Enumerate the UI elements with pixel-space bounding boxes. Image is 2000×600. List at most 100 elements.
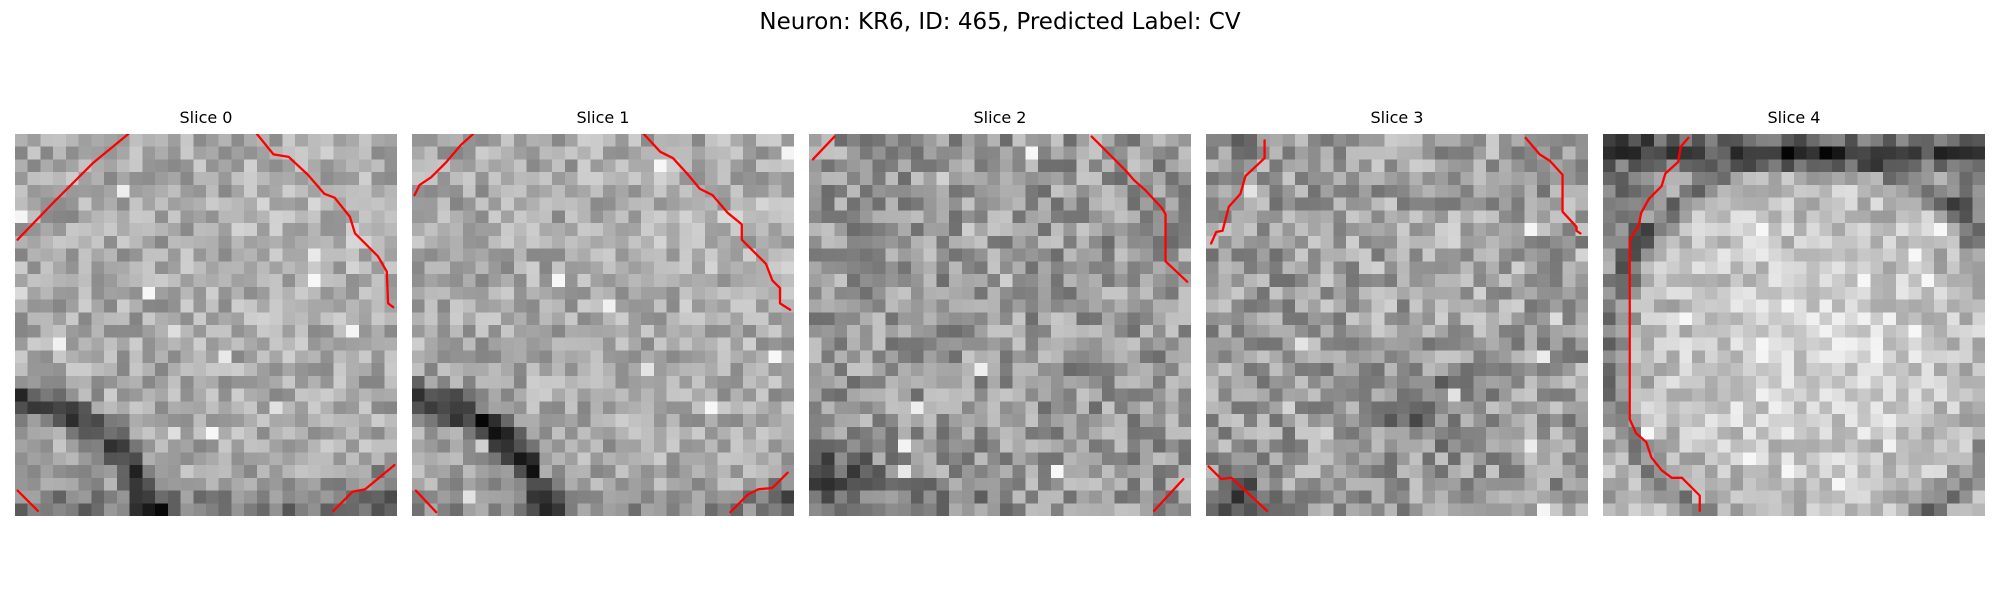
image-pixel bbox=[730, 325, 744, 338]
image-pixel bbox=[1946, 350, 1960, 364]
image-pixel bbox=[1549, 184, 1563, 198]
image-pixel bbox=[333, 274, 347, 288]
image-pixel bbox=[781, 261, 794, 275]
image-pixel bbox=[564, 414, 578, 428]
image-pixel bbox=[910, 337, 924, 351]
image-pixel bbox=[475, 465, 489, 479]
image-pixel bbox=[730, 439, 744, 453]
image-pixel bbox=[1549, 503, 1563, 516]
image-pixel bbox=[437, 172, 451, 186]
image-pixel bbox=[412, 503, 425, 516]
image-pixel bbox=[1679, 248, 1693, 262]
image-pixel bbox=[949, 325, 963, 338]
image-pixel bbox=[1717, 363, 1731, 377]
image-pixel bbox=[1883, 172, 1897, 186]
image-pixel bbox=[987, 210, 1001, 224]
image-pixel bbox=[1384, 426, 1398, 440]
image-pixel bbox=[1333, 465, 1347, 479]
image-pixel bbox=[526, 248, 540, 262]
image-pixel bbox=[628, 248, 642, 262]
image-pixel bbox=[1844, 235, 1858, 249]
image-pixel bbox=[1473, 146, 1487, 160]
image-pixel bbox=[974, 159, 988, 173]
image-pixel bbox=[1972, 401, 1985, 415]
image-pixel bbox=[450, 325, 464, 338]
image-pixel bbox=[1730, 465, 1744, 479]
image-pixel bbox=[358, 337, 372, 351]
image-pixel bbox=[704, 197, 718, 211]
image-pixel bbox=[1806, 248, 1820, 262]
image-pixel bbox=[1114, 490, 1128, 504]
image-pixel bbox=[1473, 477, 1487, 491]
image-pixel bbox=[692, 375, 706, 389]
image-pixel bbox=[371, 401, 385, 415]
image-pixel bbox=[1575, 439, 1588, 453]
image-pixel bbox=[564, 172, 578, 186]
image-pixel bbox=[603, 184, 616, 198]
image-pixel bbox=[539, 401, 553, 415]
image-pixel bbox=[244, 350, 258, 364]
image-pixel bbox=[974, 503, 988, 516]
image-pixel bbox=[974, 172, 988, 186]
image-pixel bbox=[1844, 439, 1858, 453]
image-pixel bbox=[231, 439, 245, 453]
image-pixel bbox=[1615, 414, 1629, 428]
image-pixel bbox=[244, 184, 258, 198]
image-pixel bbox=[320, 261, 334, 275]
image-pixel bbox=[27, 261, 41, 275]
image-pixel bbox=[1717, 477, 1731, 491]
image-pixel bbox=[1282, 426, 1296, 440]
image-pixel bbox=[628, 286, 642, 300]
image-pixel bbox=[193, 325, 207, 338]
image-pixel bbox=[641, 134, 655, 147]
image-pixel bbox=[717, 465, 731, 479]
image-pixel bbox=[859, 312, 873, 326]
image-pixel bbox=[679, 248, 693, 262]
image-pixel bbox=[1498, 210, 1512, 224]
image-pixel bbox=[1012, 223, 1026, 237]
image-pixel bbox=[333, 235, 347, 249]
image-pixel bbox=[679, 401, 693, 415]
image-pixel bbox=[307, 172, 321, 186]
image-pixel bbox=[949, 210, 963, 224]
image-pixel bbox=[1883, 223, 1897, 237]
image-pixel bbox=[704, 490, 718, 504]
image-pixel bbox=[615, 503, 629, 516]
image-pixel bbox=[1397, 375, 1410, 389]
image-pixel bbox=[1819, 223, 1833, 237]
image-pixel bbox=[1346, 439, 1360, 453]
image-pixel bbox=[1895, 248, 1909, 262]
image-pixel bbox=[1038, 172, 1052, 186]
image-pixel bbox=[1575, 414, 1588, 428]
image-pixel bbox=[1320, 235, 1334, 249]
image-pixel bbox=[847, 134, 861, 147]
image-pixel bbox=[1000, 490, 1013, 504]
image-pixel bbox=[564, 401, 578, 415]
image-pixel bbox=[974, 235, 988, 249]
image-pixel bbox=[129, 337, 143, 351]
image-pixel bbox=[78, 477, 92, 491]
image-pixel bbox=[526, 184, 540, 198]
image-pixel bbox=[834, 388, 848, 402]
image-pixel bbox=[320, 388, 334, 402]
image-pixel bbox=[1524, 184, 1538, 198]
image-pixel bbox=[40, 388, 54, 402]
image-pixel bbox=[577, 274, 591, 288]
image-pixel bbox=[1165, 503, 1179, 516]
image-pixel bbox=[450, 477, 464, 491]
image-pixel bbox=[590, 363, 604, 377]
image-pixel bbox=[704, 184, 718, 198]
image-pixel bbox=[730, 414, 744, 428]
image-pixel bbox=[1832, 223, 1846, 237]
image-pixel bbox=[53, 414, 67, 428]
image-pixel bbox=[155, 299, 169, 313]
image-pixel bbox=[15, 299, 28, 313]
image-pixel bbox=[923, 172, 937, 186]
image-pixel bbox=[1883, 286, 1897, 300]
image-pixel bbox=[1346, 184, 1360, 198]
image-pixel bbox=[78, 503, 92, 516]
image-pixel bbox=[1575, 134, 1588, 147]
image-pixel bbox=[1460, 337, 1474, 351]
image-pixel bbox=[1946, 414, 1960, 428]
image-pixel bbox=[104, 465, 118, 479]
